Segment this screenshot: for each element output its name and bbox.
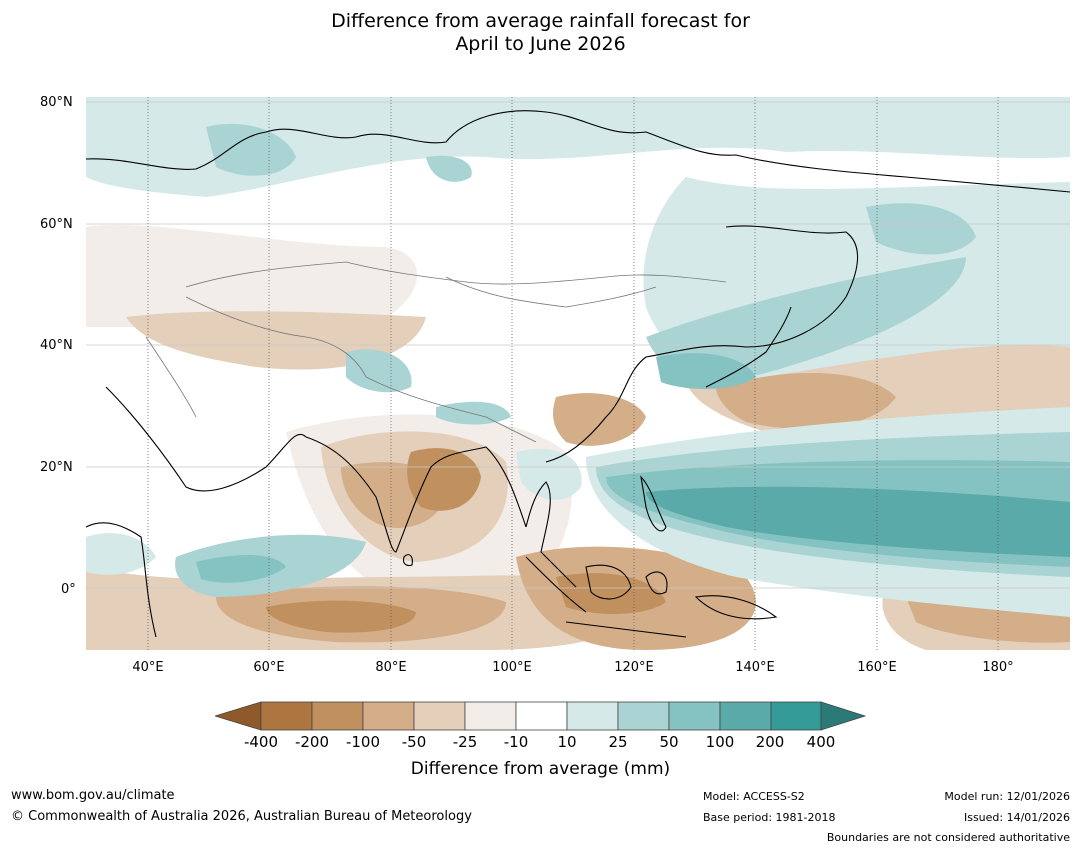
colorbar-bin-neutral [515, 701, 568, 731]
lon-label-60e: 60°E [253, 660, 285, 675]
dry-region-equatorial-ocean-core [266, 600, 416, 633]
wet-anomaly-regions [86, 97, 1070, 617]
coastline-indochina [525, 481, 577, 588]
wet-region-west-pacific-core [646, 486, 1070, 557]
colorbar-low-extension [215, 701, 262, 731]
colorbar-bin-wet-25 [617, 701, 670, 731]
lon-label-80e: 80°E [375, 660, 407, 675]
coastline-east-asia [545, 296, 847, 463]
latitude-gridlines [86, 101, 1070, 589]
colorbar-tick-200: 200 [755, 733, 785, 751]
model-run-date: Model run: 12/01/2026 [944, 790, 1070, 803]
wet-region-indochina [516, 448, 582, 500]
colorbar-bin-wet-200 [770, 701, 822, 731]
colorbar-bin-dry-400 [260, 701, 313, 731]
border-central-asia [185, 296, 367, 378]
coastline-sri-lanka [402, 554, 413, 567]
issued-date: Issued: 14/01/2026 [963, 811, 1070, 824]
website-link[interactable]: www.bom.gov.au/climate [11, 788, 175, 803]
base-period: Base period: 1981-2018 [703, 811, 836, 824]
country-borders [145, 261, 727, 443]
coastline-arctic [86, 110, 1070, 193]
coastline-okhotsk [725, 225, 859, 298]
lon-label-180: 180° [982, 660, 1014, 675]
wet-region-japan-center [656, 353, 756, 389]
lon-label-160e: 160°E [857, 660, 897, 675]
wet-region-arctic [86, 97, 1070, 197]
colorbar-tick-minus50: -50 [401, 733, 427, 751]
colorbar-tick-10: 10 [557, 733, 577, 751]
wet-region-west-siberia [426, 155, 472, 182]
lon-label-140e: 140°E [735, 660, 775, 675]
colorbar-bin-wet-100 [719, 701, 772, 731]
colorbar-tick-minus25: -25 [452, 733, 478, 751]
coastlines [86, 110, 1070, 638]
colorbar-tick-minus10: -10 [503, 733, 529, 751]
coastline-java [565, 621, 687, 638]
colorbar-bin-dry-25 [464, 701, 517, 731]
border-russia-south [185, 261, 727, 288]
colorbar-bin-dry-200 [311, 701, 364, 731]
dry-region-north-pacific-core [716, 373, 896, 429]
copyright-text: © Commonwealth of Australia 2026, Austra… [11, 809, 472, 824]
lon-label-100e: 100°E [492, 660, 532, 675]
coastline-sumatra [525, 556, 587, 613]
dry-region-india-center [407, 448, 481, 511]
colorbar-high-extension [820, 701, 867, 731]
coastline-india [305, 436, 527, 553]
map-title-line1: Difference from average rainfall forecas… [331, 10, 750, 32]
colorbar-tick-100: 100 [705, 733, 735, 751]
border-himalaya [365, 376, 537, 443]
colorbar-bin-wet-50 [668, 701, 721, 731]
coastline-sulawesi [645, 571, 668, 595]
lat-label-0: 0° [61, 582, 76, 597]
coastline-borneo [585, 564, 632, 600]
border-mongolia [445, 276, 657, 308]
colorbar-tick-minus400: -400 [243, 733, 279, 751]
colorbar-bin-dry-100 [362, 701, 415, 731]
wet-region-tibet [346, 349, 412, 393]
coastline-arabia [105, 386, 307, 492]
model-name: Model: ACCESS-S2 [703, 790, 805, 803]
lon-label-120e: 120°E [614, 660, 654, 675]
lat-label-20n: 20°N [40, 460, 73, 475]
wet-region-japan-core [646, 257, 966, 380]
rainfall-map [86, 97, 1070, 650]
colorbar-tick-50: 50 [659, 733, 679, 751]
lat-label-60n: 60°N [40, 217, 73, 232]
colorbar-title: Difference from average (mm) [410, 759, 671, 779]
lat-label-80n: 80°N [40, 95, 73, 110]
coastline-new-guinea [694, 595, 778, 620]
dry-anomaly-regions [86, 224, 1070, 650]
colorbar-tick-minus200: -200 [294, 733, 330, 751]
lat-label-40n: 40°N [40, 338, 73, 353]
lon-label-40e: 40°E [132, 660, 164, 675]
wet-region-bay-of-bengal-north [436, 401, 511, 425]
map-title-line2: April to June 2026 [455, 33, 626, 55]
coastline-africa [86, 522, 157, 638]
colorbar [215, 701, 867, 731]
dry-region-maritime-core [556, 573, 666, 614]
dry-region-west-asia [86, 224, 418, 337]
wet-region-kamchatka [866, 203, 976, 255]
wet-region-arabian-sea-core [196, 555, 286, 583]
colorbar-bin-wet-10 [566, 701, 619, 731]
dry-region-south-china [553, 393, 646, 446]
colorbar-tick-minus100: -100 [345, 733, 381, 751]
border-middle-east [145, 336, 197, 418]
coastline-philippines [640, 475, 667, 532]
coastline-japan [705, 306, 792, 388]
boundaries-disclaimer: Boundaries are not considered authoritat… [826, 831, 1070, 844]
wet-region-east-africa [86, 533, 156, 575]
colorbar-bin-dry-50 [413, 701, 466, 731]
islands [402, 475, 778, 638]
longitude-gridlines [147, 97, 999, 650]
colorbar-tick-25: 25 [608, 733, 628, 751]
colorbar-tick-400: 400 [806, 733, 836, 751]
wet-region-barents [206, 123, 296, 176]
